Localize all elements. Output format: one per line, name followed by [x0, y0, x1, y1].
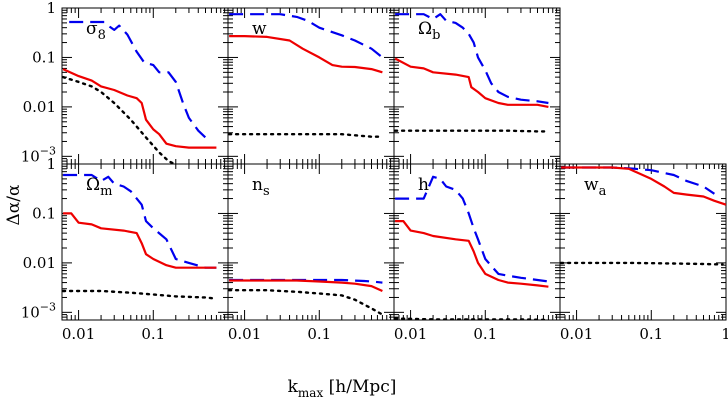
panel-label-sub: b	[432, 28, 440, 43]
panel-label-base: w	[584, 175, 599, 195]
y-axis-title: Δα/α	[4, 184, 24, 225]
y-tick-label-base: 10	[21, 147, 40, 165]
y-tick-label: 10−3	[21, 300, 56, 321]
panel-label-sub: s	[263, 184, 270, 199]
panel-w: w	[227, 7, 395, 165]
panel-label-base: σ	[86, 19, 98, 39]
panel-h: h 0.01 0.1	[393, 163, 561, 343]
panel-n_s: ns 0.01 0.1	[227, 163, 395, 343]
panel-label-omega_b: Ωb	[418, 19, 440, 43]
series-line-black_dotted	[62, 75, 177, 164]
series-line-red_solid	[229, 279, 383, 293]
y-tick-label: 0.1	[32, 48, 56, 66]
series-line-black_dotted	[560, 261, 724, 266]
x-axis-title-units: [h/Mpc]	[323, 377, 396, 397]
y-tick-label: 10−3	[21, 144, 56, 165]
x-tick-label: 1	[721, 325, 728, 343]
series-line-red_solid	[394, 57, 549, 108]
series-line-red_solid	[561, 166, 726, 206]
panel-series	[228, 278, 384, 316]
series-line-black_dotted	[394, 317, 550, 320]
series-line-blue_dashed	[395, 13, 549, 105]
x-axis-title-main: k	[288, 377, 299, 397]
panel-series	[62, 173, 218, 300]
panel-label-sub: 8	[98, 28, 106, 43]
series-line-red_solid	[229, 34, 383, 74]
panel-label-base: Ω	[86, 175, 100, 195]
series-line-blue_dashed	[395, 175, 549, 283]
x-tick-label: 0.1	[473, 325, 497, 343]
x-axis-title-sub: max	[298, 386, 324, 400]
panel-label-base: n	[252, 175, 263, 195]
panel-w_a: wa 0.01 0.1 1	[559, 163, 728, 343]
series-line-black_dotted	[228, 132, 384, 138]
y-axis-title-text: Δα/α	[4, 184, 24, 225]
panel-label-base: Ω	[418, 19, 432, 39]
panel-series	[62, 20, 217, 164]
panel-label-w_a: wa	[584, 175, 607, 199]
series-line-blue_dashed	[69, 20, 212, 142]
panel-omega_b: Ωb	[393, 7, 561, 165]
y-tick-label: 0.01	[23, 254, 56, 272]
panel-label-sub: m	[100, 184, 112, 199]
x-tick-label: 0.01	[62, 325, 95, 343]
series-line-red_solid	[63, 212, 217, 269]
panel-series	[560, 166, 726, 266]
panel-label-h: h	[418, 175, 429, 195]
y-tick-label: 0.1	[32, 204, 56, 222]
series-line-blue_dashed	[229, 13, 384, 59]
series-line-black_dotted	[394, 129, 550, 133]
panel-label-omega_m: Ωm	[86, 175, 112, 199]
y-tick-label: 1	[46, 0, 56, 17]
panel-frame	[559, 163, 727, 321]
panel-label-base: w	[252, 19, 267, 39]
series-line-blue_dashed	[63, 173, 217, 269]
y-tick-label: 0.01	[23, 98, 56, 116]
panel-label-sub: a	[599, 184, 607, 199]
series-line-red_solid	[62, 68, 217, 149]
x-axis-title: kmax [h/Mpc]	[288, 377, 397, 400]
panel-label-base: h	[418, 175, 429, 195]
panel-sigma8: σ8 1 0.1 0.01 10−3	[21, 0, 229, 165]
y-tick-label-exp: −3	[40, 300, 56, 313]
x-tick-label: 0.01	[228, 325, 261, 343]
x-tick-label: 0.01	[560, 325, 593, 343]
x-tick-label: 0.01	[394, 325, 427, 343]
panel-label-sigma8: σ8	[86, 19, 106, 43]
panel-label-w: w	[252, 19, 267, 39]
x-tick-label: 0.1	[307, 325, 331, 343]
series-line-black_dotted	[62, 289, 218, 300]
x-tick-label: 0.1	[141, 325, 165, 343]
y-tick-label-exp: −3	[40, 144, 56, 157]
panel-omega_m: Ωm 1 0.1 0.01 10−3 0.01 0.1	[21, 155, 229, 343]
panel-series	[394, 13, 550, 133]
panel-series	[228, 13, 384, 138]
x-tick-label: 0.1	[639, 325, 663, 343]
y-tick-label: 1	[46, 155, 56, 173]
series-line-black_dotted	[228, 289, 384, 316]
panel-label-n_s: ns	[252, 175, 270, 199]
series-line-red_solid	[395, 220, 549, 288]
panel-series	[394, 175, 550, 320]
y-tick-label-base: 10	[21, 303, 40, 321]
